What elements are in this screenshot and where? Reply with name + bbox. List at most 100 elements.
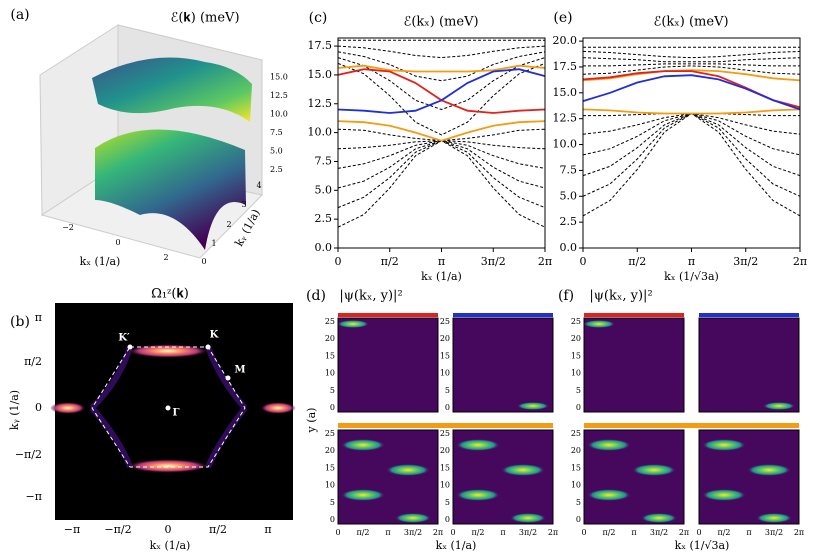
x-tick-label: π/2 (209, 523, 227, 536)
y-tick-label: 7.5 (315, 154, 333, 167)
y-tick-label: 5 (330, 498, 335, 507)
x-tick-label: −π/2 (104, 523, 131, 536)
edge-band (337, 64, 546, 73)
chart-title: Ω₁ᶻ(𝐤) (151, 287, 189, 302)
edge-band (337, 120, 546, 142)
x-tick-label: 0 (165, 523, 172, 536)
mode-bar (584, 423, 799, 428)
edge-band (582, 74, 801, 111)
bulk-band (337, 140, 546, 228)
x-tick-label: 3π/2 (733, 255, 758, 268)
heat-blob (747, 464, 791, 476)
y-tick-label: 10 (440, 481, 450, 490)
hotspot (260, 402, 296, 414)
heat-blob (632, 464, 676, 476)
y-tick-label: 5.0 (315, 183, 333, 196)
y-tick-label: 10 (571, 481, 581, 490)
y-tick-label: 20 (571, 334, 581, 343)
x-tick-label: 3π/2 (404, 528, 422, 537)
point-label: M (234, 365, 245, 376)
x-tick-label: 2π (679, 528, 689, 537)
x-tick-label: 0 (335, 528, 340, 537)
y-tick-label: π (35, 311, 42, 324)
y-tick-label: 4 (256, 181, 261, 190)
edge-band (337, 68, 546, 114)
panel-label: (e) (553, 10, 572, 26)
bulk-band (582, 112, 801, 197)
z-tick-label: 7.5 (270, 128, 283, 137)
y-tick-label: 15 (440, 463, 450, 472)
bulk-band (337, 140, 546, 189)
mode-bar (699, 313, 799, 317)
surface-plot (39, 24, 263, 259)
y-tick-label: π/2 (24, 355, 42, 368)
edge-band (337, 68, 546, 114)
z-tick-label: 10.0 (270, 110, 288, 119)
y-tick-label: 5 (445, 386, 450, 395)
y-tick-label: 25 (440, 317, 450, 326)
bulk-band (582, 112, 801, 156)
heatmap (698, 317, 800, 413)
chart-title: |ψ(kₓ, y)|² (339, 289, 402, 304)
x-tick-label: 0 (581, 528, 586, 537)
bulk-band (583, 63, 800, 67)
y-tick-label: 10 (325, 369, 335, 378)
heat-blob (756, 513, 792, 523)
x-tick-label: 2π (433, 528, 443, 537)
heat-blob (763, 402, 795, 410)
bulk-band (337, 51, 546, 82)
bulk-band (582, 112, 801, 217)
chart-title: ℰ(kₓ) (meV) (653, 15, 728, 30)
heat-blob (456, 439, 500, 451)
heat-blob (337, 320, 369, 328)
edge-band (582, 70, 801, 109)
z-tick-label: 5.0 (270, 147, 283, 156)
heat-blob (641, 513, 677, 523)
y-tick-label: 0 (330, 403, 335, 412)
y-tick-label: 5 (330, 386, 335, 395)
x-tick-label: 2π (548, 528, 558, 537)
y-tick-label: 2.5 (315, 212, 333, 225)
x-tick-label: −π (64, 523, 80, 536)
y-tick-label: −π/2 (15, 448, 42, 461)
y-tick-label: 2 (226, 220, 231, 229)
x-tick-label: 3π/2 (650, 528, 668, 537)
x-tick-label: π/2 (471, 528, 484, 537)
y-tick-label: 10.0 (553, 138, 578, 151)
y-tick-label: 0 (576, 515, 581, 524)
x-axis-label: kₓ (1/√3a) (664, 270, 719, 283)
y-tick-label: 15 (325, 351, 335, 360)
y-tick-label: 5 (576, 498, 581, 507)
y-tick-label: 5 (445, 498, 450, 507)
bulk-band (582, 57, 801, 63)
bulk-band (582, 50, 801, 59)
x-tick-label: π/2 (628, 255, 646, 268)
x-axis-label: kₓ (1/a) (150, 539, 191, 552)
upper-surface (92, 57, 252, 122)
y-tick-label: 20 (571, 446, 581, 455)
heatmap (452, 317, 554, 413)
heat-blob (517, 402, 549, 410)
chart-title: ℰ(kₓ) (meV) (403, 15, 478, 30)
panel-label: (b) (10, 314, 30, 330)
x-tick-label: π (688, 255, 695, 268)
glow (89, 345, 248, 469)
x-tick-label: π (500, 528, 505, 537)
x-axis-label: kₓ (1/a) (436, 539, 477, 552)
y-tick-label: 15.0 (308, 68, 333, 81)
mode-bar (453, 313, 553, 317)
x-axis-label: kₓ (1/a) (421, 270, 462, 283)
y-tick-label: 0 (445, 515, 450, 524)
y-tick-label: 17.5 (308, 39, 333, 52)
y-tick-label: 20 (440, 334, 450, 343)
y-tick-label: 17.5 (553, 60, 578, 73)
x-tick-label: −2 (62, 223, 74, 232)
point (165, 405, 171, 411)
x-tick-label: 0 (580, 255, 587, 268)
x-tick-label: 2 (163, 253, 168, 262)
y-tick-label: 15 (571, 463, 581, 472)
y-tick-label: 0 (201, 257, 206, 266)
heat-blob (510, 513, 546, 523)
y-tick-label: 5 (576, 386, 581, 395)
